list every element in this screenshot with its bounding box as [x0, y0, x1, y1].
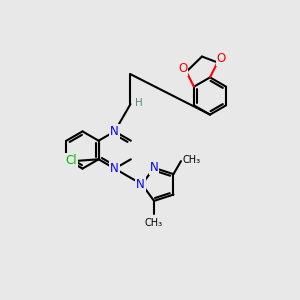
Text: Cl: Cl [65, 154, 77, 167]
Text: O: O [217, 52, 226, 65]
Text: N: N [110, 162, 119, 175]
Text: H: H [135, 98, 143, 108]
Text: CH₃: CH₃ [145, 218, 163, 228]
Text: CH₃: CH₃ [182, 154, 200, 165]
Text: N: N [150, 161, 158, 174]
Text: N: N [136, 178, 145, 191]
Text: O: O [178, 61, 188, 75]
Text: N: N [110, 125, 119, 138]
